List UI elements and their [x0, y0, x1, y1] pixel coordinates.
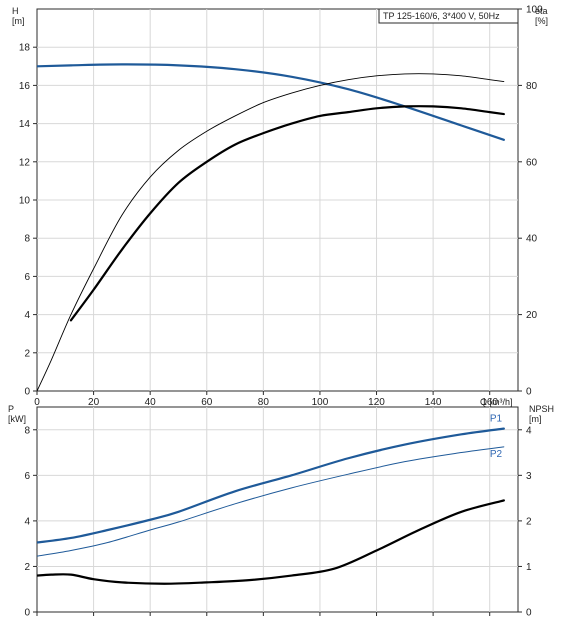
x-tick-label: 120 — [368, 397, 385, 408]
right-axis-label: eta — [535, 6, 548, 16]
x-tick-label: 20 — [88, 397, 100, 408]
left-y-tick-label: 6 — [24, 471, 30, 482]
right-y-tick-label: 100 — [526, 5, 543, 16]
right-y-tick-label: 2 — [526, 516, 532, 527]
left-y-tick-label: 0 — [24, 608, 30, 619]
chart-title: TP 125-160/6, 3*400 V, 50Hz — [383, 11, 500, 21]
left-axis-unit: [kW] — [8, 414, 26, 424]
left-y-tick-label: 2 — [24, 348, 30, 359]
left-y-tick-label: 14 — [19, 119, 31, 130]
x-tick-label: 140 — [425, 397, 442, 408]
left-y-tick-label: 16 — [19, 81, 31, 92]
x-axis-label: Q [m³/h] — [480, 397, 513, 407]
right-y-tick-label: 20 — [526, 310, 538, 321]
right-y-tick-label: 0 — [526, 608, 532, 619]
left-y-tick-label: 8 — [24, 234, 30, 245]
title-box — [378, 8, 519, 24]
x-tick-label: 40 — [145, 397, 157, 408]
top-chart-panel: 0 20 40 60 80 100 120 140 160 0 2 4 6 8 10 12 14 16 18 0 20 4… — [12, 5, 548, 409]
right-y-tick-label: 60 — [526, 157, 538, 168]
series-group — [37, 427, 505, 585]
left-y-tick-label: 8 — [24, 425, 30, 436]
x-tick-label: 160 — [481, 397, 498, 408]
bottom-chart-panel: 0 2 4 6 8 0 1 2 3 4 P[kW] NPSH[m] P1 P2 — [8, 404, 554, 619]
series-line-2 — [37, 499, 505, 585]
left-y-tick-label: 4 — [24, 516, 30, 527]
right-y-tick-label: 3 — [526, 471, 532, 482]
right-y-tick-label: 40 — [526, 234, 538, 245]
left-y-tick-label: 2 — [24, 562, 30, 573]
left-y-tick-label: 6 — [24, 272, 30, 283]
left-y-tick-label: 12 — [19, 157, 31, 168]
left-y-tick-label: 18 — [19, 43, 31, 54]
right-y-tick-label: 80 — [526, 81, 538, 92]
series-line-0 — [37, 63, 505, 141]
left-y-tick-label: 4 — [24, 310, 30, 321]
right-y-tick-label: 4 — [526, 425, 532, 436]
left-axis-label: H — [12, 6, 19, 16]
right-y-tick-label: 1 — [526, 562, 532, 573]
right-axis-label: NPSH — [529, 404, 554, 414]
series-line-1 — [37, 73, 505, 391]
left-axis-label: P — [8, 404, 14, 414]
series-group — [37, 63, 505, 391]
x-tick-label: 80 — [258, 397, 270, 408]
left-y-tick-label: 10 — [19, 196, 31, 207]
x-tick-label: 60 — [201, 397, 213, 408]
right-axis-unit: [m] — [529, 414, 542, 424]
x-tick-label: 0 — [34, 397, 40, 408]
left-axis-unit: [m] — [12, 16, 25, 26]
series-label-p1: P1 — [490, 414, 503, 425]
right-axis-unit: [%] — [535, 16, 548, 26]
series-line-2 — [69, 105, 505, 322]
x-tick-label: 100 — [312, 397, 329, 408]
series-line-p2 — [37, 446, 505, 557]
right-y-tick-label: 0 — [526, 387, 532, 398]
series-line-p1 — [37, 427, 505, 544]
left-y-tick-label: 0 — [24, 387, 30, 398]
series-label-p2: P2 — [490, 449, 503, 460]
